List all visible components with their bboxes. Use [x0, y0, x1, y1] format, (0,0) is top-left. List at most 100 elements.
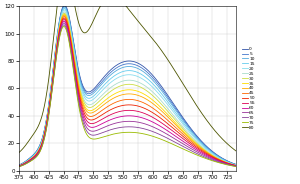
70	[113, 128, 117, 130]
30	[62, 12, 66, 14]
30	[235, 165, 238, 167]
25	[62, 11, 66, 13]
5	[235, 164, 238, 166]
50	[62, 17, 66, 19]
70	[62, 24, 66, 26]
75	[17, 166, 21, 168]
30	[39, 144, 43, 146]
15	[235, 164, 238, 166]
80	[17, 152, 21, 154]
20	[235, 164, 238, 166]
Line: 20: 20	[19, 10, 236, 166]
55	[167, 127, 170, 129]
50	[17, 165, 21, 167]
45	[105, 106, 109, 108]
Line: 0: 0	[19, 5, 236, 165]
5	[63, 5, 66, 7]
20	[113, 78, 117, 81]
60	[113, 117, 117, 119]
35	[167, 114, 170, 116]
20	[39, 143, 43, 145]
Line: 35: 35	[19, 15, 236, 166]
20	[187, 130, 190, 132]
75	[187, 150, 190, 153]
Line: 15: 15	[19, 8, 236, 165]
Line: 30: 30	[19, 13, 236, 166]
55	[191, 145, 194, 147]
0	[113, 65, 117, 68]
50	[235, 165, 238, 167]
5	[191, 131, 194, 133]
60	[62, 20, 66, 22]
Line: 75: 75	[19, 26, 236, 167]
30	[113, 87, 117, 90]
45	[167, 120, 170, 122]
45	[235, 165, 238, 167]
5	[187, 126, 190, 128]
15	[105, 81, 109, 83]
35	[187, 136, 190, 138]
25	[187, 132, 190, 135]
Line: 55: 55	[19, 20, 236, 166]
15	[167, 102, 170, 104]
65	[235, 165, 238, 167]
80	[167, 59, 170, 62]
20	[191, 135, 194, 137]
Line: 10: 10	[19, 7, 236, 165]
30	[167, 111, 170, 113]
30	[191, 138, 194, 140]
15	[113, 75, 117, 77]
50	[105, 111, 109, 113]
50	[167, 123, 170, 125]
35	[113, 93, 117, 95]
40	[105, 101, 109, 103]
65	[17, 165, 21, 167]
65	[187, 146, 190, 148]
5	[39, 141, 43, 144]
25	[105, 89, 109, 92]
45	[17, 165, 21, 167]
50	[191, 143, 194, 145]
80	[191, 98, 194, 100]
25	[167, 108, 170, 110]
75	[39, 148, 43, 151]
75	[105, 135, 109, 137]
70	[187, 148, 190, 151]
60	[167, 130, 170, 132]
40	[191, 140, 194, 142]
5	[17, 164, 21, 166]
Line: 80: 80	[19, 0, 236, 153]
0	[39, 141, 43, 143]
80	[39, 118, 43, 120]
40	[39, 145, 43, 147]
15	[191, 133, 194, 135]
45	[62, 15, 66, 18]
40	[235, 164, 238, 167]
70	[17, 166, 21, 168]
Line: 50: 50	[19, 18, 236, 166]
55	[187, 142, 190, 144]
35	[191, 139, 194, 141]
10	[167, 99, 170, 101]
30	[187, 134, 190, 136]
Line: 25: 25	[19, 12, 236, 166]
75	[167, 141, 170, 143]
Line: 70: 70	[19, 25, 236, 167]
Line: 40: 40	[19, 15, 236, 166]
40	[17, 165, 21, 167]
20	[17, 165, 21, 167]
75	[235, 165, 238, 168]
35	[62, 13, 66, 16]
25	[235, 164, 238, 167]
70	[167, 138, 170, 140]
0	[187, 124, 190, 127]
55	[17, 165, 21, 167]
50	[187, 140, 190, 142]
45	[113, 102, 117, 104]
10	[17, 164, 21, 166]
10	[235, 164, 238, 166]
60	[17, 165, 21, 167]
30	[17, 165, 21, 167]
Line: 65: 65	[19, 23, 236, 166]
15	[39, 142, 43, 145]
